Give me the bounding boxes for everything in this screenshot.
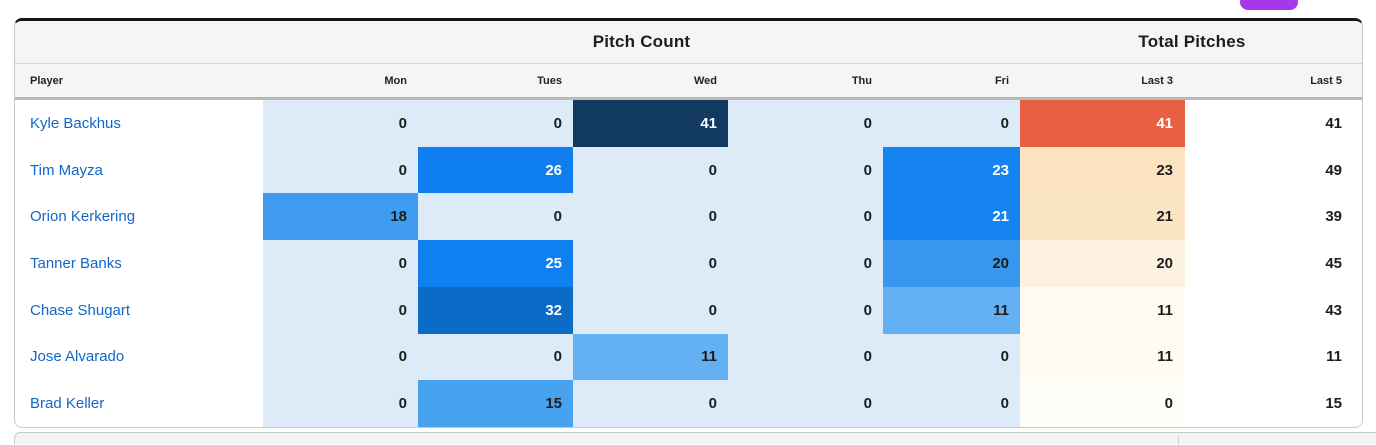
cell-tues: 32 [418, 286, 573, 334]
player-link[interactable]: Tanner Banks [30, 255, 122, 273]
cell-wed: 0 [573, 380, 728, 427]
cell-tues: 26 [418, 146, 573, 194]
table-row: Brad Keller 0 15 0 0 0 0 15 [15, 380, 1362, 427]
cell-tues: 0 [418, 333, 573, 381]
purple-pill-button[interactable] [1240, 0, 1298, 10]
column-header-player: Player [30, 74, 64, 87]
cell-fri: 20 [883, 240, 1020, 287]
player-link[interactable]: Tim Mayza [30, 161, 103, 179]
next-table-top-edge [14, 432, 1376, 445]
column-header-last5: Last 5 [1310, 74, 1342, 87]
cell-last5: 15 [1185, 380, 1362, 427]
player-link[interactable]: Jose Alvarado [30, 348, 125, 366]
column-header-wed: Wed [693, 74, 717, 87]
table-row: Jose Alvarado 0 0 11 0 0 11 11 [15, 333, 1362, 381]
cell-last3: 20 [1020, 240, 1185, 287]
cell-tues: 0 [418, 193, 573, 241]
cell-last5: 45 [1185, 240, 1362, 287]
cell-mon: 0 [263, 240, 418, 287]
cell-thu: 0 [728, 146, 883, 194]
cell-last5: 43 [1185, 286, 1362, 334]
pitch-count-table-card: Pitch Count Total Pitches Player Mon Tue… [14, 18, 1363, 428]
pitch-count-group-title: Pitch Count [592, 32, 691, 51]
table-body: Kyle Backhus 0 0 41 0 0 41 41 Tim Mayza … [15, 100, 1362, 427]
group-header-row: Pitch Count Total Pitches [15, 21, 1362, 64]
cell-fri: 0 [883, 380, 1020, 427]
table-row: Chase Shugart 0 32 0 0 11 11 43 [15, 286, 1362, 334]
cell-wed: 0 [573, 286, 728, 334]
cell-tues: 15 [418, 380, 573, 427]
cell-last3: 21 [1020, 193, 1185, 241]
column-header-mon: Mon [384, 74, 407, 87]
total-pitches-group-title: Total Pitches [1138, 32, 1246, 51]
cell-thu: 0 [728, 193, 883, 241]
cell-last3: 11 [1020, 286, 1185, 334]
column-header-tues: Tues [537, 74, 562, 87]
column-header-last3: Last 3 [1141, 74, 1173, 87]
column-header-thu: Thu [851, 74, 872, 87]
cell-last3: 41 [1020, 100, 1185, 147]
player-link[interactable]: Kyle Backhus [30, 114, 121, 132]
cell-thu: 0 [728, 100, 883, 147]
cell-wed: 11 [573, 333, 728, 381]
player-link[interactable]: Brad Keller [30, 395, 105, 413]
cell-thu: 0 [728, 380, 883, 427]
cell-mon: 0 [263, 146, 418, 194]
column-header-row: Player Mon Tues Wed Thu Fri Last 3 Last … [15, 64, 1362, 100]
cell-last3: 11 [1020, 333, 1185, 381]
cell-mon: 18 [263, 193, 418, 241]
cell-wed: 0 [573, 240, 728, 287]
cell-last3: 0 [1020, 380, 1185, 427]
table-row: Kyle Backhus 0 0 41 0 0 41 41 [15, 100, 1362, 147]
table-row: Tanner Banks 0 25 0 0 20 20 45 [15, 240, 1362, 287]
cell-thu: 0 [728, 240, 883, 287]
table-row: Tim Mayza 0 26 0 0 23 23 49 [15, 146, 1362, 194]
cell-thu: 0 [728, 333, 883, 381]
player-link[interactable]: Orion Kerkering [30, 208, 136, 226]
cell-fri: 0 [883, 100, 1020, 147]
table-row: Orion Kerkering 18 0 0 0 21 21 39 [15, 193, 1362, 241]
cell-last5: 11 [1185, 333, 1362, 381]
cell-tues: 0 [418, 100, 573, 147]
cell-fri: 23 [883, 146, 1020, 194]
cell-mon: 0 [263, 286, 418, 334]
cell-wed: 0 [573, 146, 728, 194]
cell-fri: 11 [883, 286, 1020, 334]
cell-wed: 0 [573, 193, 728, 241]
cell-last3: 23 [1020, 146, 1185, 194]
cell-last5: 39 [1185, 193, 1362, 241]
cell-wed: 41 [573, 100, 728, 147]
cell-mon: 0 [263, 380, 418, 427]
cell-mon: 0 [263, 100, 418, 147]
cell-thu: 0 [728, 286, 883, 334]
column-header-fri: Fri [994, 74, 1009, 87]
cell-last5: 49 [1185, 146, 1362, 194]
player-link[interactable]: Chase Shugart [30, 301, 131, 319]
cell-fri: 21 [883, 193, 1020, 241]
cell-tues: 25 [418, 240, 573, 287]
cell-fri: 0 [883, 333, 1020, 381]
cell-last5: 41 [1185, 100, 1362, 147]
cell-mon: 0 [263, 333, 418, 381]
column-divider [1178, 435, 1179, 445]
